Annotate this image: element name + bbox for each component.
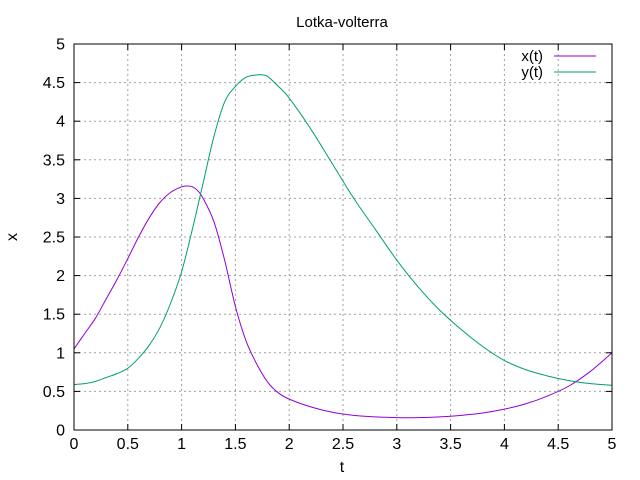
y-tick-label: 5	[56, 37, 65, 54]
y-tick-label: 1	[56, 345, 65, 362]
x-tick-label: 3	[392, 436, 401, 453]
y-tick-label: 2.5	[43, 230, 65, 247]
x-tick-label: 4.5	[547, 436, 569, 453]
x-tick-label: 5	[608, 436, 617, 453]
x-tick-label: 0	[70, 436, 79, 453]
y-tick-label: 0.5	[43, 384, 65, 401]
x-tick-label: 2	[285, 436, 294, 453]
x-tick-label: 4	[500, 436, 509, 453]
legend: x(t)y(t)	[521, 48, 596, 81]
x-tick-label: 1	[177, 436, 186, 453]
y-tick-label: 4	[56, 114, 65, 131]
x-tick-label: 1.5	[224, 436, 246, 453]
series-line-1	[73, 185, 613, 419]
y-tick-label: 2	[56, 268, 65, 285]
y-tick-label: 1.5	[43, 307, 65, 324]
y-tick-labels: 0 0.5 1 1.5 2 2.5 3 3.5 4 4.5 5	[43, 37, 65, 440]
y-tick-label: 0	[56, 423, 65, 440]
legend-label: x(t)	[521, 48, 543, 65]
y-tick-label: 4.5	[43, 75, 65, 92]
series-line-2	[73, 74, 613, 386]
grid	[74, 44, 612, 430]
x-tick-label: 2.5	[332, 436, 354, 453]
series-lines	[73, 74, 613, 419]
x-tick-label: 0.5	[117, 436, 139, 453]
chart-title: Lotka-volterra	[296, 14, 388, 31]
y-axis-label: x	[4, 233, 21, 241]
x-axis-label: t	[340, 459, 345, 476]
y-tick-label: 3.5	[43, 152, 65, 169]
legend-label: y(t)	[521, 64, 543, 81]
y-tick-label: 3	[56, 191, 65, 208]
x-tick-label: 3.5	[439, 436, 461, 453]
axis-ticks	[73, 43, 613, 431]
x-tick-labels: 0 0.5 1 1.5 2 2.5 3 3.5 4 4.5 5	[70, 436, 617, 453]
